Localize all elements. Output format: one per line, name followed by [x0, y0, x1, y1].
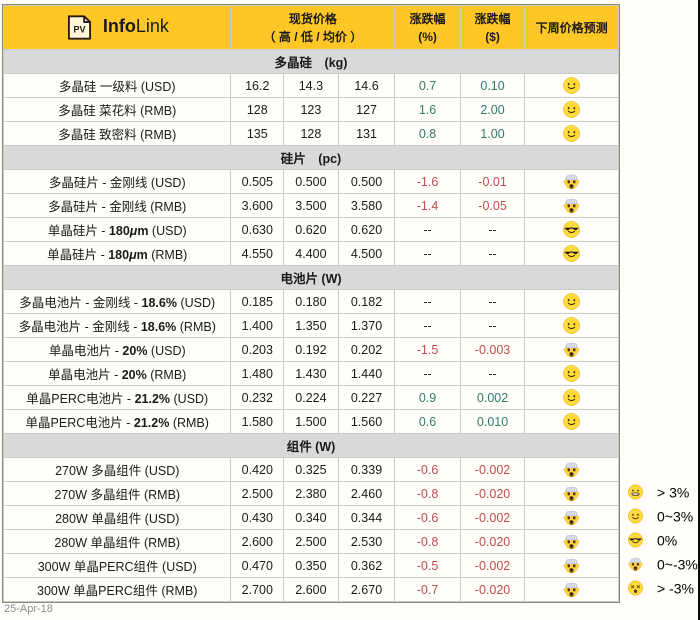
svg-text:PV: PV: [73, 25, 86, 35]
